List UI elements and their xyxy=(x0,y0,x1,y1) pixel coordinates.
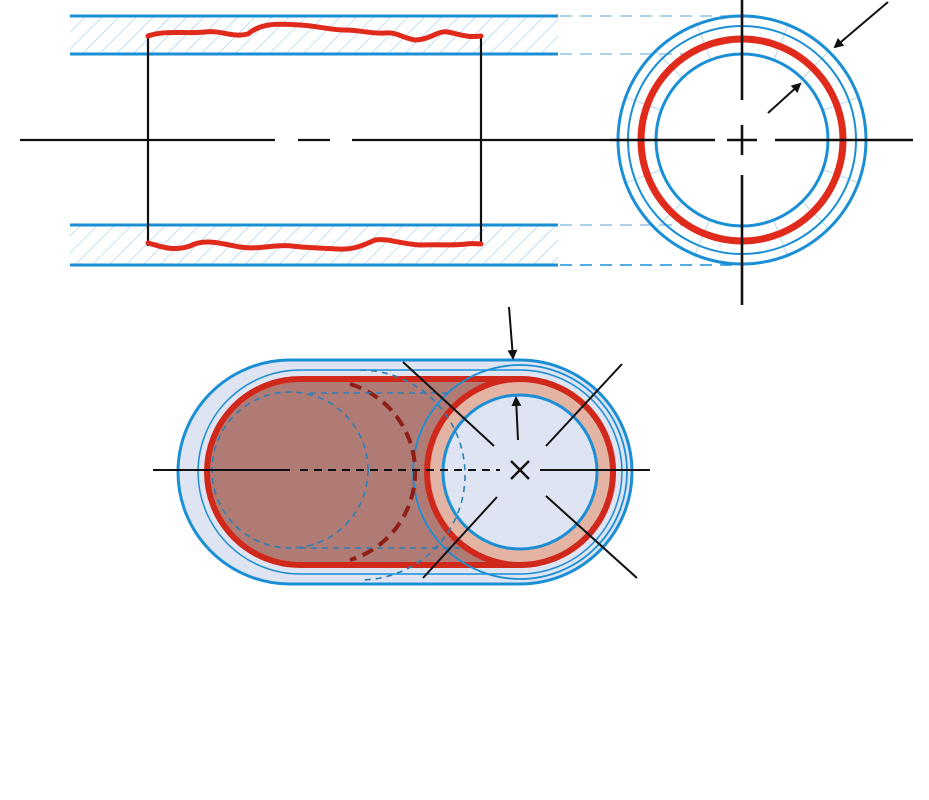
front-ring-blue xyxy=(412,364,628,580)
lower-wall-hatch xyxy=(70,225,558,265)
front-bore xyxy=(441,393,599,551)
inner-body-outline xyxy=(197,369,623,575)
hidden-arc-blue xyxy=(359,369,466,581)
inner-leader-arrow-icon xyxy=(767,82,802,114)
outer-leader-arrow-icon xyxy=(833,1,889,49)
isometric-view xyxy=(153,306,650,586)
hidden-arc-red xyxy=(349,382,418,562)
lower-red-profile xyxy=(145,237,484,252)
upper-wall-hatch xyxy=(70,16,558,54)
outer-surface-arrow-icon xyxy=(507,306,518,360)
side-view xyxy=(20,14,740,267)
upper-red-profile xyxy=(145,21,484,43)
bore-surface-arrow-icon xyxy=(511,396,522,441)
diagonal-lines xyxy=(402,361,638,579)
end-view-axes xyxy=(610,0,913,305)
centre-cross-icon xyxy=(510,460,530,480)
end-view xyxy=(610,0,913,305)
